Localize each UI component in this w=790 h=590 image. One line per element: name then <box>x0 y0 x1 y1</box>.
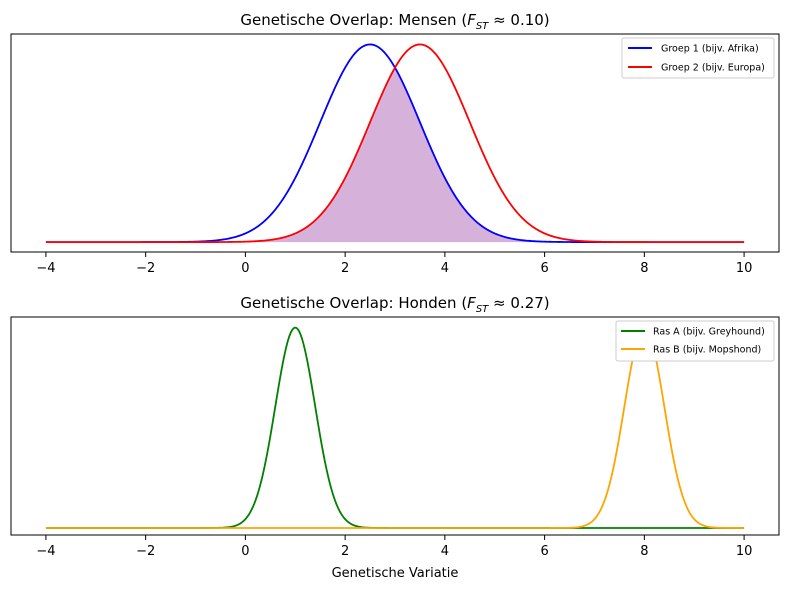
axes-frame <box>10 316 780 536</box>
legend: Ras A (bijv. Greyhound) Ras B (bijv. Mop… <box>615 320 775 362</box>
x-tick-label: −2 <box>136 261 155 276</box>
x-axis: −4 −2 0 2 4 6 8 10 <box>36 252 752 276</box>
x-tick-label: 2 <box>341 544 349 559</box>
x-tick-label: −4 <box>36 544 55 559</box>
x-tick-label: 4 <box>441 544 449 559</box>
x-tick-label: −4 <box>36 261 55 276</box>
legend-label-series-0: Ras A (bijv. Greyhound) <box>653 327 765 338</box>
x-tick-label: 10 <box>736 544 753 559</box>
x-axis: −4 −2 0 2 4 6 8 10 <box>36 535 752 559</box>
x-tick-label: 4 <box>441 261 449 276</box>
legend-label-series-0: Groep 1 (bijv. Afrika) <box>661 44 759 55</box>
overlap-area <box>45 68 745 243</box>
series-line-1 <box>45 326 745 529</box>
x-tick-label: 8 <box>640 544 648 559</box>
x-tick-label: 0 <box>241 544 249 559</box>
plot-area <box>45 43 745 243</box>
x-tick-label: 8 <box>640 261 648 276</box>
chart-title: Genetische Overlap: Mensen (FST ≈ 0.10) <box>240 11 549 32</box>
chart-dog-overlap: Genetische Overlap: Honden (FST ≈ 0.27) … <box>10 294 780 581</box>
legend-label-series-1: Groep 2 (bijv. Europa) <box>661 63 765 74</box>
x-tick-label: 6 <box>540 544 548 559</box>
x-tick-label: 2 <box>341 261 349 276</box>
x-tick-label: 10 <box>736 261 753 276</box>
legend-box <box>615 320 775 362</box>
series-line-1 <box>45 43 745 243</box>
chart-title: Genetische Overlap: Honden (FST ≈ 0.27) <box>240 294 549 315</box>
legend: Groep 1 (bijv. Afrika) Groep 2 (bijv. Eu… <box>621 37 775 79</box>
legend-label-series-1: Ras B (bijv. Mopshond) <box>653 345 761 356</box>
chart-human-overlap: Genetische Overlap: Mensen (FST ≈ 0.10) … <box>10 11 780 276</box>
x-axis-label: Genetische Variatie <box>332 566 459 581</box>
plot-area <box>45 326 745 529</box>
axes-frame <box>10 33 780 253</box>
x-tick-label: −2 <box>136 544 155 559</box>
x-tick-label: 6 <box>540 261 548 276</box>
legend-box <box>621 37 775 79</box>
x-tick-label: 0 <box>241 261 249 276</box>
